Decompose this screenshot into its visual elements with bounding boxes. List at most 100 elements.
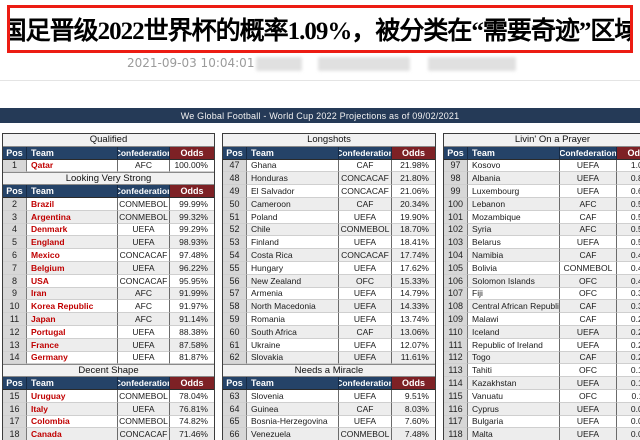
pos-cell: 8 bbox=[3, 274, 27, 288]
confederation-cell: UEFA bbox=[118, 223, 170, 237]
pos-cell: 103 bbox=[444, 236, 468, 250]
content-divider bbox=[0, 80, 640, 81]
confederation-cell: CAF bbox=[560, 249, 617, 262]
pos-cell: 10 bbox=[3, 300, 27, 314]
table-row: 54 Costa Rica CONCACAF 17.74% bbox=[223, 249, 435, 262]
confederation-cell: UEFA bbox=[560, 236, 617, 250]
confederation-cell: CAF bbox=[339, 159, 392, 173]
confederation-cell: CAF bbox=[339, 197, 392, 211]
pos-cell: 98 bbox=[444, 172, 468, 186]
section-header: Livin' On a Prayer bbox=[444, 134, 640, 147]
table-row: 1 Qatar AFC 100.00% bbox=[3, 159, 214, 173]
confederation-cell: AFC bbox=[560, 223, 617, 237]
odds-cell: 0.04% bbox=[617, 428, 640, 440]
confederation-cell: UEFA bbox=[339, 389, 392, 403]
team-cell: Lebanon bbox=[468, 197, 560, 211]
team-cell: Mexico bbox=[27, 249, 118, 262]
odds-cell: 0.32% bbox=[617, 300, 640, 314]
odds-cell: 7.60% bbox=[392, 416, 435, 429]
confederation-cell: CAF bbox=[339, 402, 392, 416]
odds-cell: 21.06% bbox=[392, 185, 435, 198]
odds-cell: 0.39% bbox=[617, 288, 640, 301]
confederation-cell: CONCACAF bbox=[339, 185, 392, 198]
table-row: 60 South Africa CAF 13.06% bbox=[223, 325, 435, 339]
team-cell: New Zealand bbox=[247, 274, 339, 288]
team-cell: Togo bbox=[468, 351, 560, 365]
pos-cell: 48 bbox=[223, 172, 247, 186]
odds-cell: 21.80% bbox=[392, 172, 435, 186]
table-row: 50 Cameroon CAF 20.34% bbox=[223, 197, 435, 211]
confederation-cell: UEFA bbox=[339, 300, 392, 314]
col-header-pos: Pos bbox=[223, 377, 247, 390]
pos-cell: 59 bbox=[223, 313, 247, 326]
confederation-cell: CONMEBOL bbox=[118, 389, 170, 403]
team-cell: Iran bbox=[27, 287, 118, 301]
confederation-cell: AFC bbox=[560, 197, 617, 211]
confederation-cell: UEFA bbox=[339, 338, 392, 352]
table-title: We Global Football - World Cup 2022 Proj… bbox=[180, 110, 460, 121]
confederation-cell: UEFA bbox=[560, 402, 617, 416]
pos-cell: 64 bbox=[223, 402, 247, 416]
col-header-odds: Odds bbox=[392, 146, 435, 160]
col-header-pos: Pos bbox=[3, 146, 27, 160]
confederation-cell: OFC bbox=[560, 389, 617, 403]
odds-cell: 17.62% bbox=[392, 262, 435, 275]
team-cell: Bosnia-Herzegovina bbox=[247, 415, 339, 429]
table-section-center: Longshots Pos Team Confederation Odds 47 Ghana… bbox=[222, 133, 436, 440]
odds-cell: 0.53% bbox=[617, 223, 640, 237]
team-cell: Belgium bbox=[27, 261, 118, 275]
confederation-cell: CONCACAF bbox=[118, 274, 170, 288]
col-header-team: Team bbox=[27, 146, 118, 160]
odds-cell: 95.95% bbox=[170, 275, 214, 288]
confederation-cell: CAF bbox=[560, 300, 617, 314]
col-header-odds: Odds bbox=[392, 377, 435, 390]
article-timestamp: 2021-09-03 10:04:01 bbox=[127, 56, 255, 70]
col-header-team: Team bbox=[27, 377, 118, 390]
odds-cell: 74.82% bbox=[170, 416, 214, 429]
table-row: 7 Belgium UEFA 96.22% bbox=[3, 261, 214, 275]
team-cell: Kazakhstan bbox=[468, 377, 560, 390]
confederation-cell: UEFA bbox=[118, 325, 170, 339]
table-row: 48 Honduras CONCACAF 21.80% bbox=[223, 172, 435, 186]
team-cell: Syria bbox=[468, 223, 560, 237]
confederation-cell: UEFA bbox=[339, 313, 392, 326]
confederation-cell: UEFA bbox=[339, 236, 392, 250]
pos-cell: 17 bbox=[3, 415, 27, 429]
confederation-cell: UEFA bbox=[339, 351, 392, 365]
pos-cell: 57 bbox=[223, 287, 247, 301]
team-cell: Malta bbox=[468, 428, 560, 440]
table-row: 14 Germany UEFA 81.87% bbox=[3, 351, 214, 365]
team-cell: France bbox=[27, 338, 118, 352]
table-row: 11 Japan AFC 91.14% bbox=[3, 313, 214, 326]
odds-cell: 0.40% bbox=[617, 274, 640, 288]
pos-cell: 12 bbox=[3, 325, 27, 339]
pos-cell: 108 bbox=[444, 300, 468, 314]
redacted-source-block bbox=[256, 57, 302, 71]
confederation-cell: UEFA bbox=[560, 415, 617, 429]
col-header-pos: Pos bbox=[223, 146, 247, 160]
odds-cell: 0.06% bbox=[617, 416, 640, 429]
confederation-cell: UEFA bbox=[118, 351, 170, 365]
col-header-pos: Pos bbox=[444, 146, 468, 160]
table-row: 2 Brazil CONMEBOL 99.99% bbox=[3, 197, 214, 211]
table-row: 17 Colombia CONMEBOL 74.82% bbox=[3, 415, 214, 429]
confederation-cell: UEFA bbox=[339, 261, 392, 275]
odds-cell: 99.29% bbox=[170, 224, 214, 237]
table-row: 10 Korea Republic AFC 91.97% bbox=[3, 300, 214, 314]
odds-cell: 99.99% bbox=[170, 198, 214, 211]
pos-cell: 7 bbox=[3, 261, 27, 275]
odds-cell: 11.61% bbox=[392, 351, 435, 365]
section-header: Longshots bbox=[223, 134, 435, 147]
pos-cell: 118 bbox=[444, 428, 468, 440]
confederation-cell: UEFA bbox=[339, 210, 392, 224]
odds-cell: 91.14% bbox=[170, 313, 214, 326]
table-row: 61 Ukraine UEFA 12.07% bbox=[223, 338, 435, 352]
confederation-cell: OFC bbox=[560, 274, 617, 288]
confederation-cell: UEFA bbox=[560, 185, 617, 198]
pos-cell: 5 bbox=[3, 236, 27, 250]
